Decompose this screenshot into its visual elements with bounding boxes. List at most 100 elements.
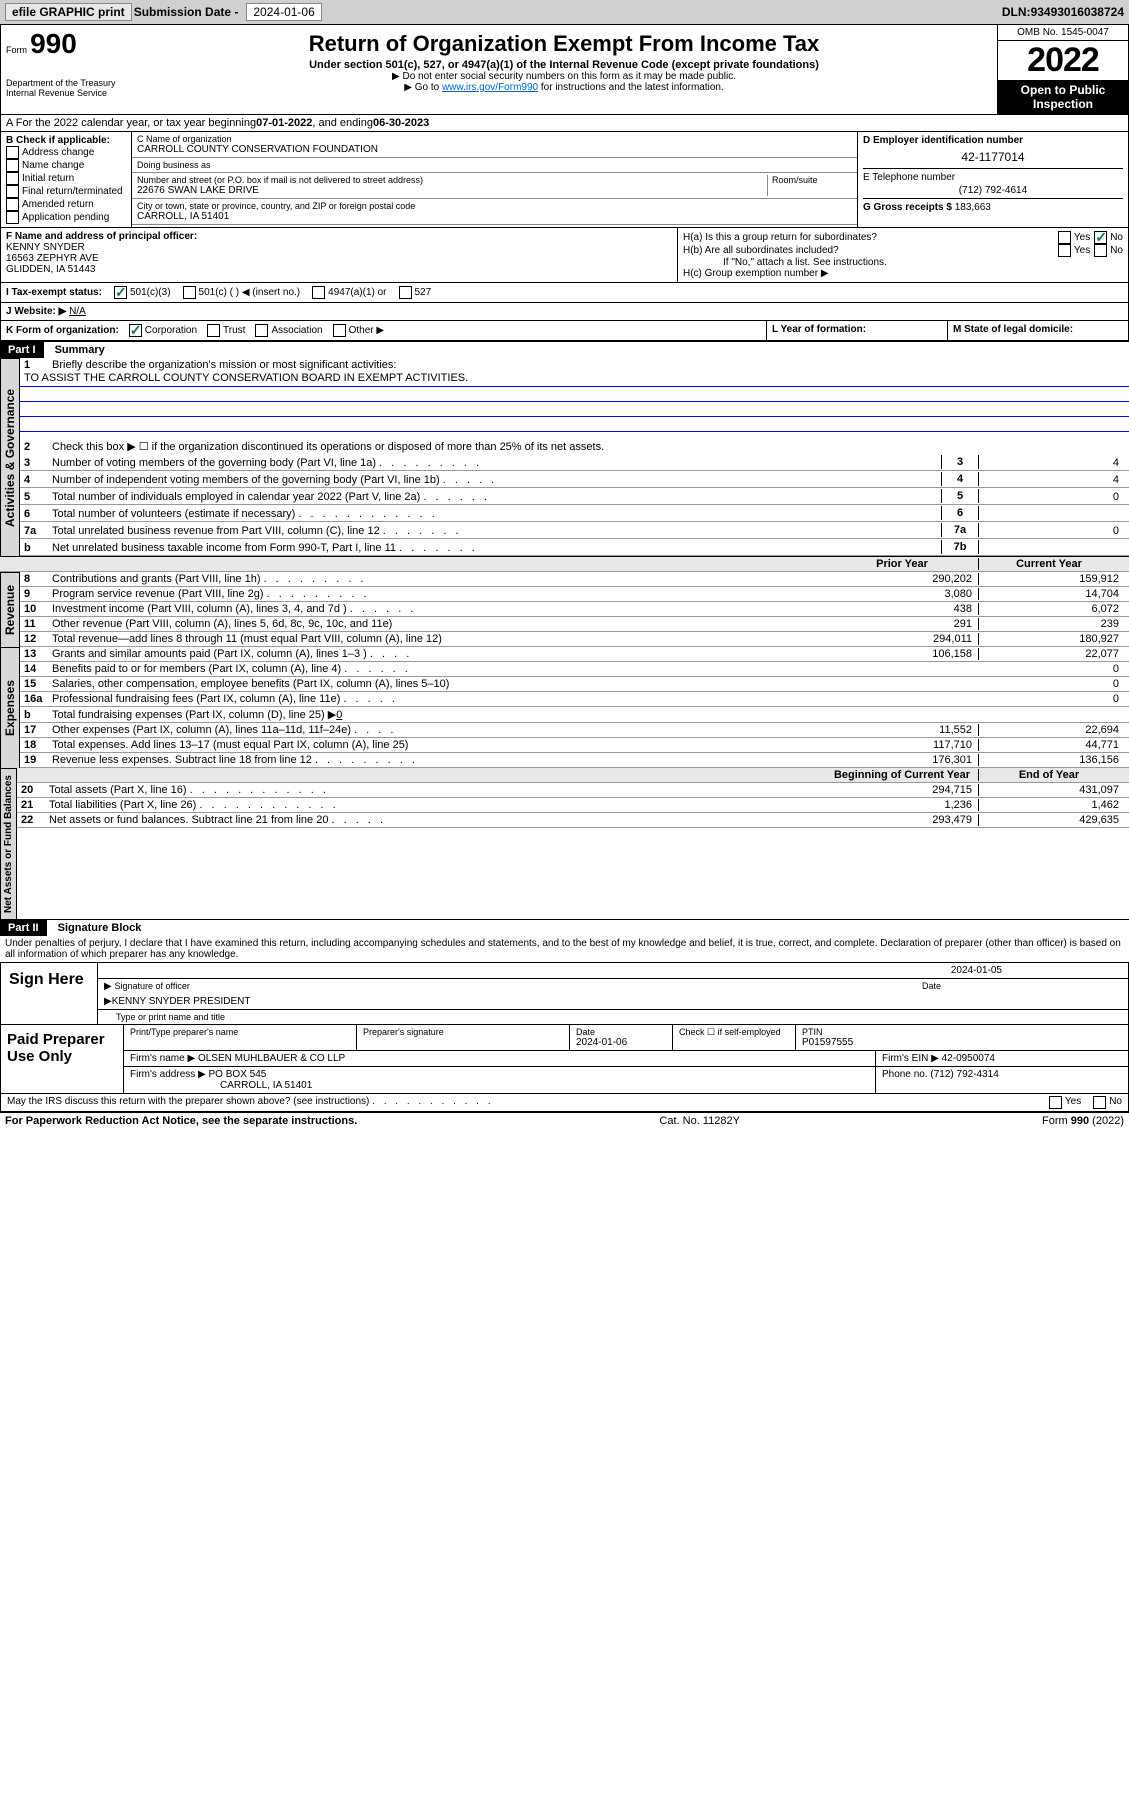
l1-desc: Briefly describe the organization's miss… — [52, 359, 1125, 371]
chk-other[interactable] — [333, 324, 346, 337]
row-m-label: M State of legal domicile: — [953, 324, 1073, 335]
chk-501c3[interactable] — [114, 286, 127, 299]
l11-desc: Other revenue (Part VIII, column (A), li… — [52, 618, 832, 630]
hb-note: If "No," attach a list. See instructions… — [683, 257, 1123, 268]
eoy-hdr: End of Year — [979, 769, 1125, 781]
lbl-yes: Yes — [1074, 232, 1090, 243]
l21-curr: 1,462 — [979, 799, 1125, 811]
city-label: City or town, state or province, country… — [137, 201, 852, 211]
city-value: CARROLL, IA 51401 — [137, 211, 852, 222]
l21-desc: Total liabilities (Part X, line 26) . . … — [49, 799, 832, 811]
part2-title: Signature Block — [50, 920, 150, 936]
l5-val: 0 — [979, 491, 1125, 503]
chk-assoc[interactable] — [255, 324, 268, 337]
lbl-assoc: Association — [271, 325, 322, 336]
chk-final-return[interactable] — [6, 185, 19, 198]
l13-curr: 22,077 — [979, 648, 1125, 660]
row-j: J Website: ▶ N/A — [0, 303, 1129, 321]
lbl-no: No — [1110, 232, 1123, 243]
chk-application-pending[interactable] — [6, 211, 19, 224]
l21-prior: 1,236 — [832, 799, 979, 811]
lbl-4947: 4947(a)(1) or — [328, 287, 386, 298]
row-i-label: I Tax-exempt status: — [6, 287, 102, 298]
prep-phone: (712) 792-4314 — [930, 1069, 998, 1080]
hb-label: H(b) Are all subordinates included? — [683, 245, 1058, 256]
street-label: Number and street (or P.O. box if mail i… — [137, 175, 767, 185]
chk-4947[interactable] — [312, 286, 325, 299]
l17-desc: Other expenses (Part IX, column (A), lin… — [52, 724, 832, 736]
firm-name-label: Firm's name ▶ — [130, 1053, 195, 1064]
firm-ein: 42-0950074 — [942, 1053, 995, 1064]
form-subtitle: Under section 501(c), 527, or 4947(a)(1)… — [141, 59, 987, 71]
part1-head: Part I — [0, 342, 44, 358]
sign-here-label: Sign Here — [1, 963, 97, 1024]
chk-527[interactable] — [399, 286, 412, 299]
chk-501c[interactable] — [183, 286, 196, 299]
chk-ha-yes[interactable] — [1058, 231, 1071, 244]
side-expenses: Expenses — [0, 647, 20, 768]
l14-curr: 0 — [979, 663, 1125, 675]
firm-name: OLSEN MUHLBAUER & CO LLP — [198, 1053, 345, 1064]
mission-blank2 — [20, 402, 1129, 417]
l18-prior: 117,710 — [832, 739, 979, 751]
row-a: A For the 2022 calendar year, or tax yea… — [0, 115, 1129, 132]
part2-bar: Part II Signature Block — [0, 919, 1129, 936]
l7a-desc: Total unrelated business revenue from Pa… — [52, 525, 941, 537]
row-k-l-m: K Form of organization: Corporation Trus… — [0, 321, 1129, 341]
l16a-curr: 0 — [979, 693, 1125, 705]
chk-amended-return[interactable] — [6, 198, 19, 211]
prior-year-hdr: Prior Year — [832, 558, 979, 570]
signature-block: Sign Here 2024-01-05 ▶ Signature of offi… — [0, 963, 1129, 1112]
l8-desc: Contributions and grants (Part VIII, lin… — [52, 573, 832, 585]
l7a-val: 0 — [979, 525, 1125, 537]
l5-desc: Total number of individuals employed in … — [52, 491, 941, 503]
l17-prior: 11,552 — [832, 724, 979, 736]
paid-preparer-label: Paid Preparer Use Only — [1, 1025, 123, 1093]
l20-prior: 294,715 — [832, 784, 979, 796]
chk-corp[interactable] — [129, 324, 142, 337]
irs-link[interactable]: www.irs.gov/Form990 — [442, 82, 538, 93]
form-header: Form 990 Department of the Treasury Inte… — [0, 24, 1129, 115]
submission-date-value: 2024-01-06 — [246, 3, 321, 21]
row-j-label: J Website: ▶ — [6, 306, 66, 317]
chk-ha-no[interactable] — [1094, 231, 1107, 244]
l12-desc: Total revenue—add lines 8 through 11 (mu… — [52, 633, 832, 645]
mission-text: TO ASSIST THE CARROLL COUNTY CONSERVATIO… — [20, 372, 1129, 387]
phone-value: (712) 792-4614 — [863, 183, 1123, 198]
chk-hb-yes[interactable] — [1058, 244, 1071, 257]
prep-date-label: Date — [576, 1027, 666, 1037]
check-if-self-employed: Check ☐ if self-employed — [679, 1027, 789, 1038]
row-l-label: L Year of formation: — [772, 324, 866, 335]
l22-curr: 429,635 — [979, 814, 1125, 826]
box-d-e-g: D Employer identification number 42-1177… — [857, 132, 1128, 227]
firm-addr1: PO BOX 545 — [209, 1069, 267, 1080]
efile-button[interactable]: efile GRAPHIC print — [5, 3, 132, 21]
l12-prior: 294,011 — [832, 633, 979, 645]
form-title: Return of Organization Exempt From Incom… — [141, 31, 987, 57]
chk-initial-return[interactable] — [6, 172, 19, 185]
type-name-label: Type or print name and title — [104, 1012, 225, 1022]
footer-left: For Paperwork Reduction Act Notice, see … — [5, 1115, 357, 1127]
l18-curr: 44,771 — [979, 739, 1125, 751]
sig-officer-label: Signature of officer — [114, 981, 189, 991]
ein-value: 42-1177014 — [863, 146, 1123, 168]
box-b: B Check if applicable: Address change Na… — [1, 132, 132, 227]
row-a-label: A For the 2022 calendar year, or tax yea… — [6, 117, 256, 129]
officer-addr2: GLIDDEN, IA 51443 — [6, 264, 672, 275]
l20-desc: Total assets (Part X, line 16) . . . . .… — [49, 784, 832, 796]
lbl-name-change: Name change — [22, 160, 84, 171]
revenue-section: Revenue 8Contributions and grants (Part … — [0, 572, 1129, 647]
form-note2-post: for instructions and the latest informat… — [541, 82, 724, 93]
chk-name-change[interactable] — [6, 159, 19, 172]
l12-curr: 180,927 — [979, 633, 1125, 645]
chk-discuss-yes[interactable] — [1049, 1096, 1062, 1109]
chk-trust[interactable] — [207, 324, 220, 337]
l8-prior: 290,202 — [832, 573, 979, 585]
l4-val: 4 — [979, 474, 1125, 486]
chk-discuss-no[interactable] — [1093, 1096, 1106, 1109]
footer-right: Form 990 (2022) — [1042, 1115, 1124, 1127]
chk-address-change[interactable] — [6, 146, 19, 159]
chk-hb-no[interactable] — [1094, 244, 1107, 257]
l19-prior: 176,301 — [832, 754, 979, 766]
website-value: N/A — [69, 306, 86, 317]
